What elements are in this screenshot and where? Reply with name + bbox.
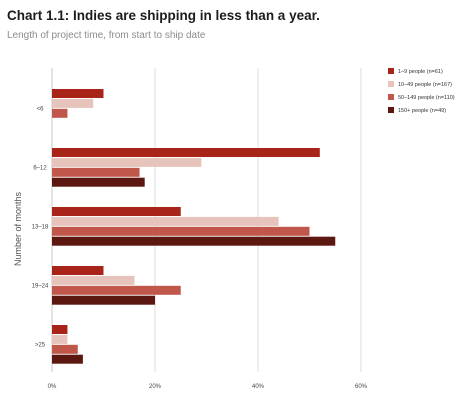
bar xyxy=(52,216,279,226)
legend-label: 10–49 people (n=167) xyxy=(398,82,452,88)
x-tick-labels: 0% 20% 40% 60% xyxy=(48,384,368,390)
x-tick-label: 20% xyxy=(149,384,162,390)
chart-title: Chart 1.1: Indies are shipping in less t… xyxy=(7,8,320,23)
bar xyxy=(52,344,78,354)
bar xyxy=(52,108,68,118)
bar xyxy=(52,236,336,246)
bar xyxy=(52,325,68,334)
x-tick-label: 40% xyxy=(252,384,265,390)
legend-label: 1–9 people (n=61) xyxy=(398,69,443,75)
bar xyxy=(52,334,68,344)
bar xyxy=(52,275,135,285)
category-label: 6–12 xyxy=(33,165,47,171)
x-tick-label: 60% xyxy=(355,384,368,390)
legend-swatch xyxy=(388,94,394,100)
legend-swatch xyxy=(388,81,394,87)
bar xyxy=(52,167,140,177)
bar xyxy=(52,157,202,167)
legend-swatch xyxy=(388,68,394,74)
bar xyxy=(52,285,181,295)
bar xyxy=(52,354,83,364)
bar xyxy=(52,89,104,98)
bar xyxy=(52,226,310,236)
bar xyxy=(52,148,320,157)
legend: 1–9 people (n=61) 10–49 people (n=167) 50–… xyxy=(388,68,455,114)
category-label: 13–18 xyxy=(32,224,49,230)
category-label: >25 xyxy=(35,342,46,348)
category-label: 19–24 xyxy=(32,283,49,289)
bar xyxy=(52,98,94,108)
y-axis-label: Number of months xyxy=(13,191,23,266)
legend-label: 150+ people (n=49) xyxy=(398,108,446,114)
category-label: <6 xyxy=(37,106,45,112)
bar xyxy=(52,295,155,305)
x-tick-label: 0% xyxy=(48,384,57,390)
bar xyxy=(52,207,181,216)
bars xyxy=(52,89,336,364)
chart-subtitle: Length of project time, from start to sh… xyxy=(7,30,206,41)
bar xyxy=(52,266,104,275)
bar xyxy=(52,177,145,187)
legend-swatch xyxy=(388,107,394,113)
category-labels: <6 6–12 13–18 19–24 >25 xyxy=(32,106,49,348)
legend-label: 50–149 people (n=110) xyxy=(398,95,455,101)
